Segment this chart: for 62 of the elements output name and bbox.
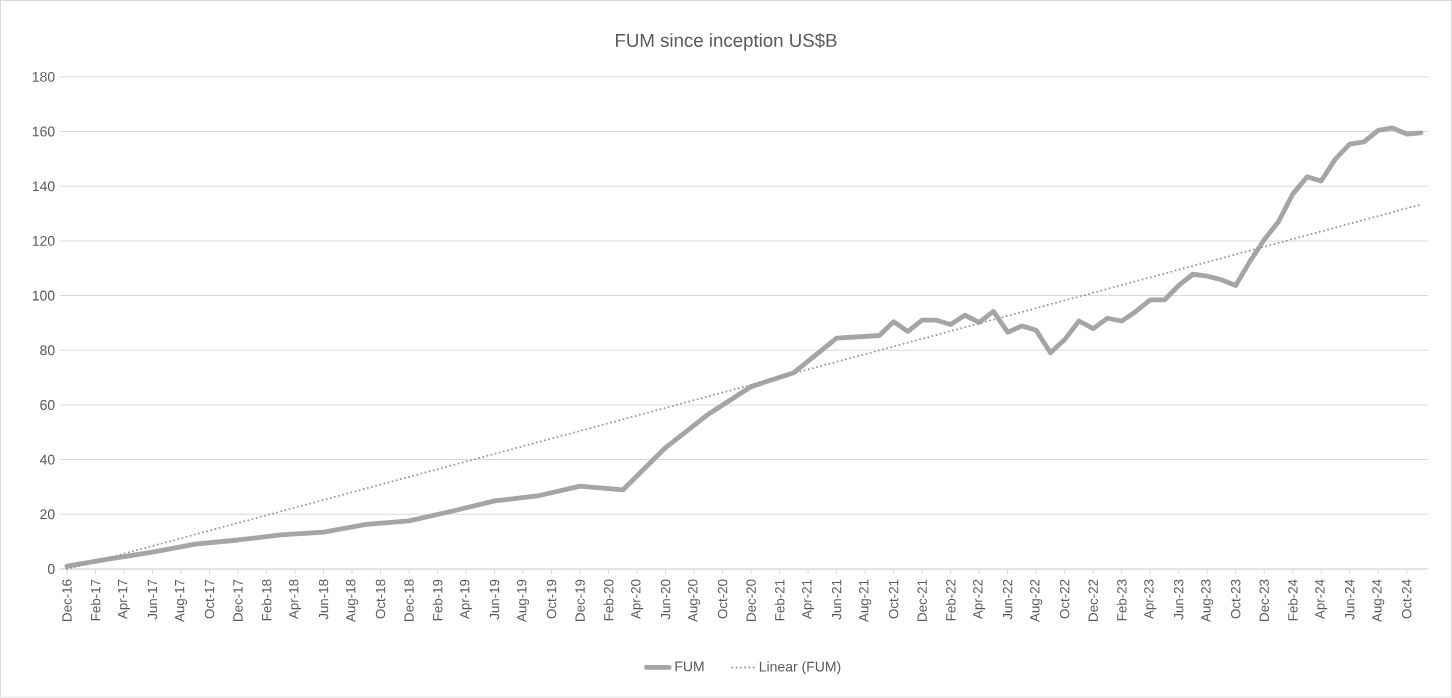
x-tick-label: Jun-21 (831, 579, 842, 620)
x-tick-label: Aug-23 (1201, 579, 1214, 623)
y-tick-label: 120 (32, 236, 55, 246)
y-tick-label: 0 (47, 564, 55, 575)
x-tick-label: Apr-23 (1144, 579, 1157, 620)
x-tick-label: Jun-18 (318, 579, 329, 620)
x-tick-label: Jun-24 (1345, 579, 1355, 620)
x-tick-label: Jun-22 (1002, 579, 1013, 620)
x-tick-label: Apr-20 (631, 579, 644, 620)
x-tick-label: Feb-19 (432, 579, 443, 621)
x-tick-label: Dec-21 (917, 579, 927, 621)
legend-label: Linear (FUM) (759, 661, 841, 675)
x-tick-label: Aug-20 (688, 579, 701, 623)
x-tick-label: Aug-19 (517, 579, 530, 623)
line-series (64, 125, 1424, 569)
x-tick-label: Apr-18 (288, 579, 302, 620)
x-tick-label: Apr-19 (460, 579, 473, 620)
y-tick-label: 20 (40, 509, 55, 520)
x-tick-label: Jun-19 (489, 579, 500, 620)
x-tick-label: Aug-22 (1030, 579, 1043, 623)
chart-title: FUM since inception US$B (615, 33, 837, 51)
x-tick-label: Jun-23 (1173, 579, 1184, 620)
x-tick-label: Feb-23 (1116, 579, 1127, 621)
x-tick-label: Aug-21 (859, 579, 872, 623)
x-tick-label: Feb-21 (774, 579, 785, 621)
x-tick-label: Dec-22 (1088, 579, 1098, 621)
x-tick-label: Dec-19 (575, 579, 585, 621)
x-tick-label: Jun-20 (660, 579, 671, 620)
y-tick-label: 180 (32, 71, 55, 82)
legend-label: FUM (675, 661, 704, 672)
x-tick-label: Dec-16 (62, 579, 72, 621)
x-tick-label: Oct-18 (375, 579, 386, 619)
x-tick-label: Oct-23 (1230, 579, 1241, 619)
y-tick-label: 100 (32, 290, 55, 301)
x-tick-label: Apr-17 (118, 579, 130, 620)
x-tick-label: Oct-19 (546, 579, 557, 619)
y-tick-label: 40 (39, 454, 55, 465)
x-tick-label: Jun-17 (147, 579, 158, 620)
x-tick-label: Feb-24 (1287, 579, 1298, 621)
x-tick-label: Apr-24 (1315, 579, 1328, 620)
x-tick-label: Oct-21 (888, 579, 899, 619)
x-tick-label: Dec-23 (1259, 579, 1269, 621)
x-tick-label: Oct-24 (1402, 579, 1412, 619)
y-tick-label: 60 (40, 400, 55, 410)
x-tick-label: Feb-17 (90, 579, 101, 621)
x-tick-label: Apr-22 (973, 579, 986, 620)
x-tick-label: Dec-20 (746, 579, 756, 621)
x-tick-label: Dec-18 (404, 579, 414, 621)
x-tick-label: Oct-20 (717, 579, 728, 619)
x-tick-label: Aug-24 (1372, 579, 1385, 623)
x-tick-label: Oct-17 (204, 579, 215, 619)
y-tick-label: 160 (32, 126, 55, 137)
x-tick-label: Feb-20 (603, 579, 614, 621)
y-tick-label: 140 (32, 181, 55, 192)
x-tick-label: Oct-22 (1059, 579, 1070, 619)
x-tick-label: Feb-22 (945, 579, 956, 621)
x-tick-label: Aug-18 (346, 579, 359, 623)
x-tick-label: Feb-18 (261, 579, 272, 621)
x-tick-label: Apr-21 (802, 579, 815, 620)
x-tick-label: Dec-17 (233, 579, 243, 621)
y-tick-label: 80 (40, 345, 55, 356)
x-tick-label: Aug-17 (175, 579, 187, 623)
